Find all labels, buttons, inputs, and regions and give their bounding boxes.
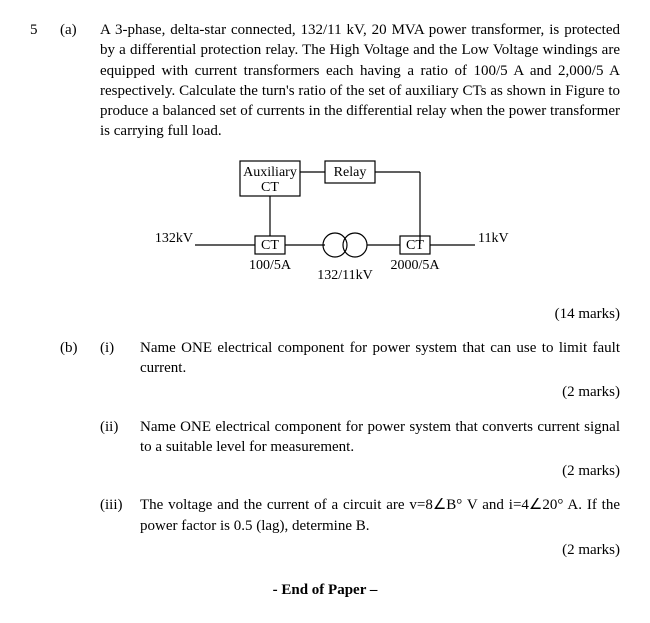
fig-right-ct: CT	[406, 238, 424, 253]
fig-xfmr: 132/11kV	[317, 268, 372, 283]
question-b-ii-row: (ii) Name ONE electrical component for p…	[30, 417, 620, 458]
fig-aux-ct-1: Auxiliary	[243, 165, 297, 180]
fig-left-ratio: 100/5A	[249, 258, 292, 273]
sub-iii-text: The voltage and the current of a circuit…	[140, 495, 620, 536]
part-b-label: (b)	[60, 338, 100, 358]
sub-ii-marks: (2 marks)	[30, 461, 620, 481]
sub-ii-label: (ii)	[100, 417, 140, 437]
sub-i-text: Name ONE electrical component for power …	[140, 338, 620, 379]
sub-i-marks: (2 marks)	[30, 382, 620, 402]
sub-i-label: (i)	[100, 338, 140, 358]
circuit-figure: Auxiliary CT Relay 132kV 11kV CT CT 100/…	[120, 156, 530, 296]
question-b-i-row: (b) (i) Name ONE electrical component fo…	[30, 338, 620, 379]
fig-aux-ct-2: CT	[261, 180, 279, 195]
part-a-marks: (14 marks)	[30, 304, 620, 324]
fig-11kv: 11kV	[478, 231, 509, 246]
question-number: 5	[30, 20, 60, 40]
question-a-row: 5 (a) A 3-phase, delta-star connected, 1…	[30, 20, 620, 142]
fig-relay: Relay	[334, 165, 367, 180]
sub-ii-text: Name ONE electrical component for power …	[140, 417, 620, 458]
sub-iii-marks: (2 marks)	[30, 540, 620, 560]
fig-132kv: 132kV	[155, 231, 193, 246]
part-a-text: A 3-phase, delta-star connected, 132/11 …	[100, 20, 620, 142]
fig-left-ct: CT	[261, 238, 279, 253]
sub-iii-label: (iii)	[100, 495, 140, 515]
fig-right-ratio: 2000/5A	[391, 258, 441, 273]
question-b-iii-row: (iii) The voltage and the current of a c…	[30, 495, 620, 536]
part-a-label: (a)	[60, 20, 100, 40]
end-of-paper: - End of Paper –	[30, 580, 620, 600]
